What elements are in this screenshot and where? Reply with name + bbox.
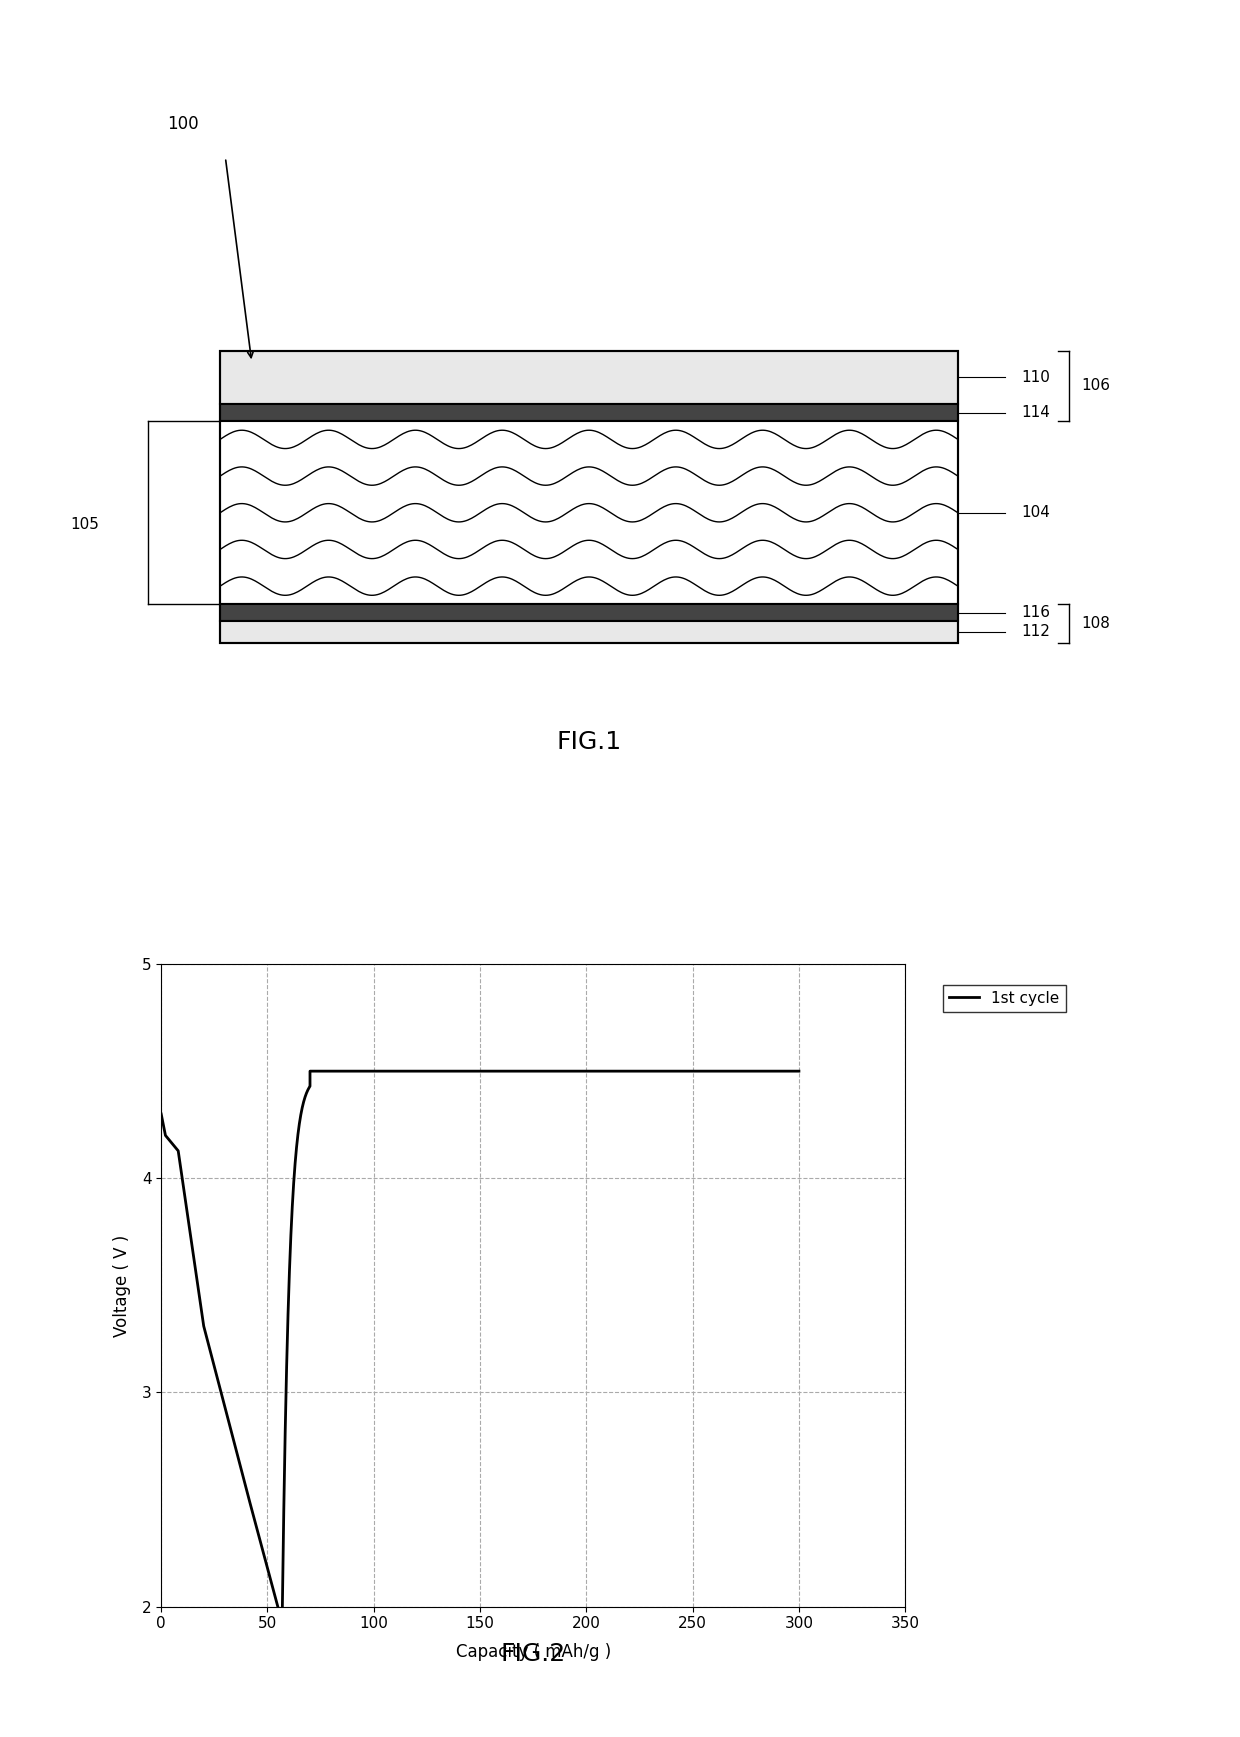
Text: 106: 106 (1081, 379, 1110, 393)
Polygon shape (221, 622, 959, 643)
Text: 112: 112 (1022, 625, 1050, 639)
Text: 100: 100 (167, 115, 200, 134)
Text: 116: 116 (1022, 606, 1050, 620)
Polygon shape (221, 405, 959, 420)
Polygon shape (221, 351, 959, 405)
X-axis label: Capacity ( mAh/g ): Capacity ( mAh/g ) (455, 1643, 611, 1661)
Polygon shape (221, 420, 959, 604)
Polygon shape (221, 604, 959, 622)
Text: FIG.2: FIG.2 (501, 1641, 565, 1666)
Text: 108: 108 (1081, 617, 1110, 631)
Legend: 1st cycle: 1st cycle (942, 985, 1066, 1011)
Y-axis label: Voltage ( V ): Voltage ( V ) (113, 1235, 130, 1336)
Text: 104: 104 (1022, 505, 1050, 521)
Text: 110: 110 (1022, 370, 1050, 386)
Text: FIG.1: FIG.1 (557, 730, 621, 754)
Text: 114: 114 (1022, 405, 1050, 420)
Text: 105: 105 (71, 516, 99, 532)
